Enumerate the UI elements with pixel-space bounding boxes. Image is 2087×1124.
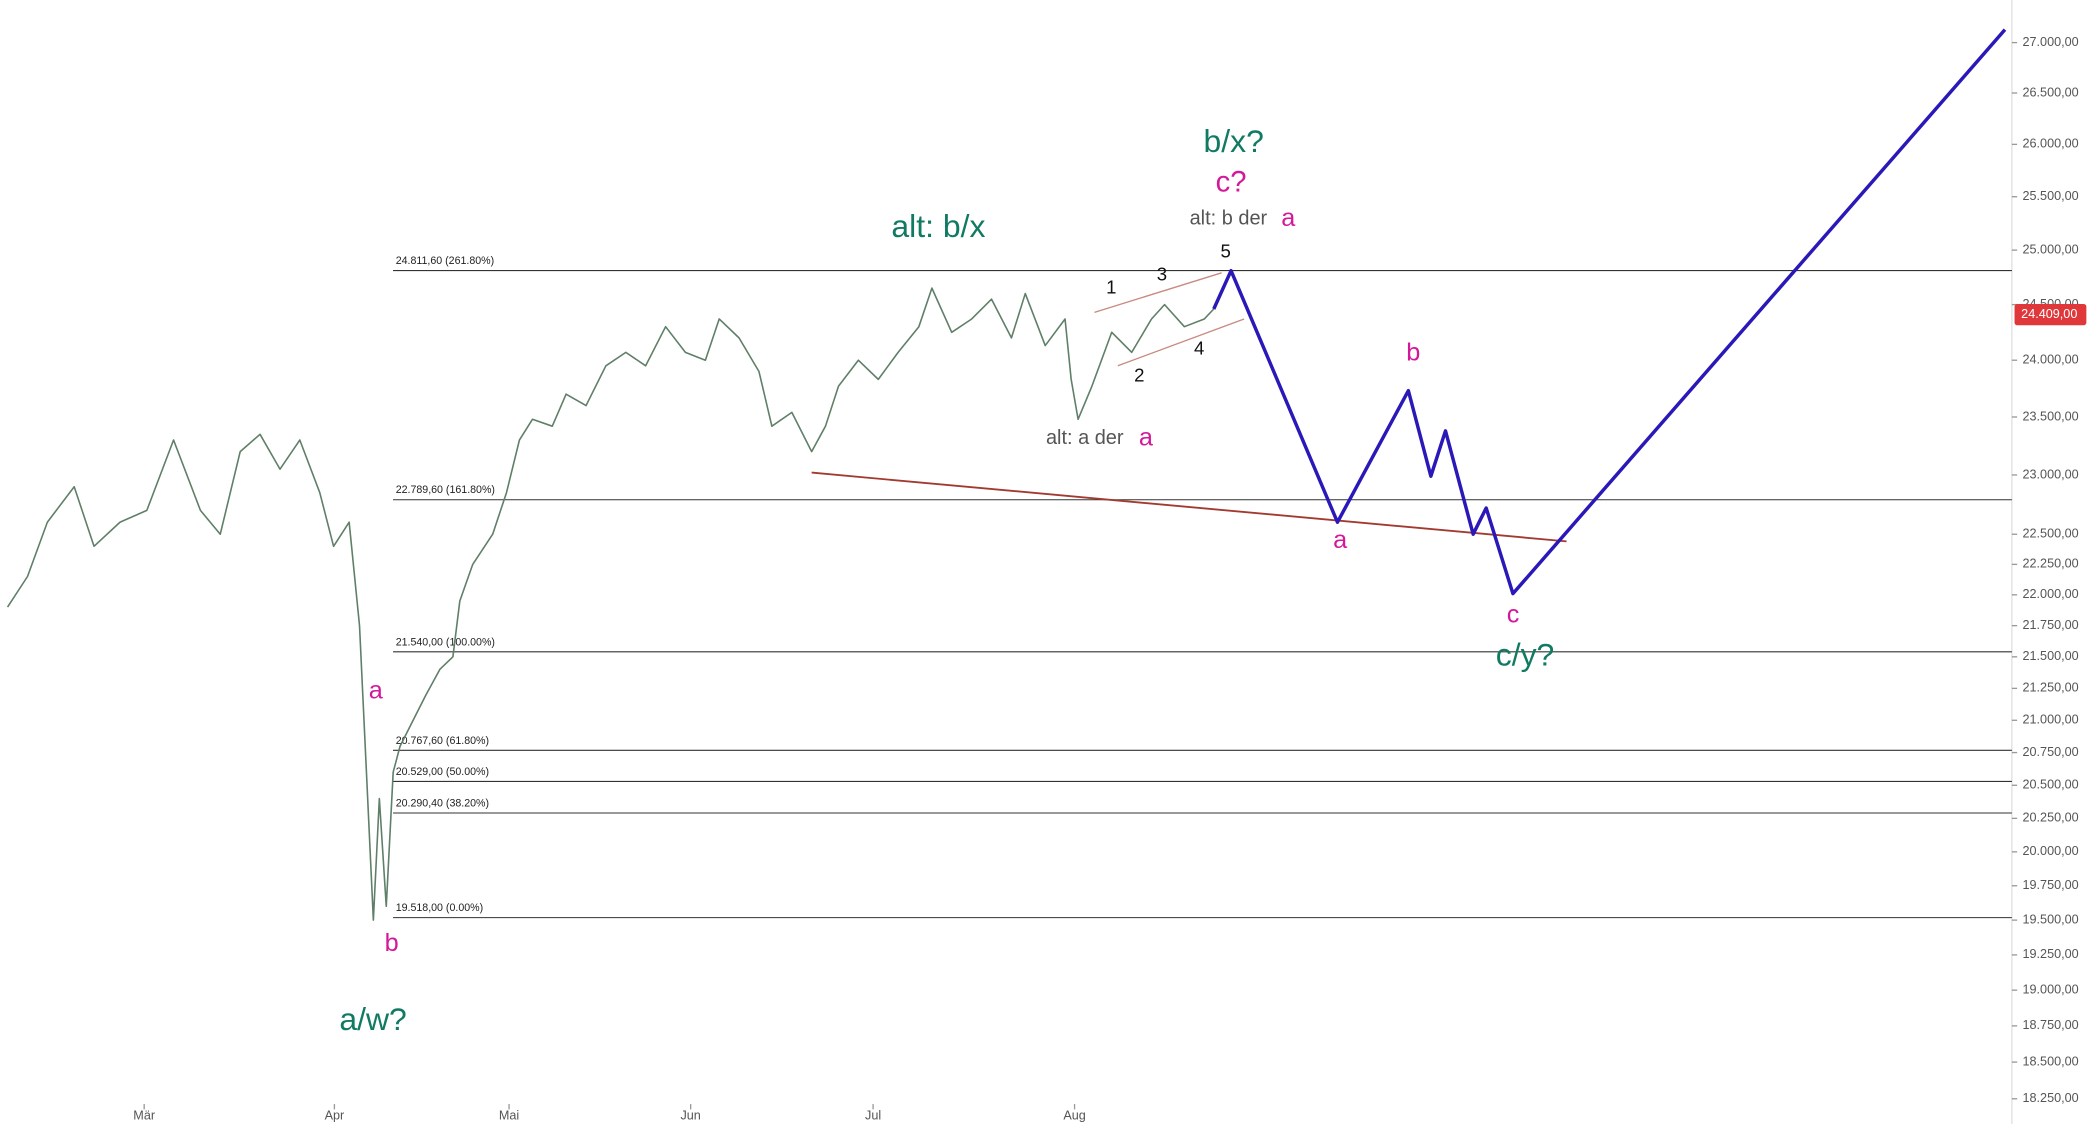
y-tick-label: 22.250,00 xyxy=(2023,557,2079,571)
annotation: c/y? xyxy=(1496,637,1555,673)
y-tick-label: 19.000,00 xyxy=(2023,983,2079,997)
annotation: 4 xyxy=(1194,338,1204,359)
fib-level-label: 22.789,60 (161.80%) xyxy=(396,484,495,496)
trendline xyxy=(1117,318,1245,367)
x-tick-label: Jun xyxy=(680,1108,700,1122)
y-tick-label: 18.500,00 xyxy=(2023,1054,2079,1068)
annotation: a xyxy=(369,676,384,704)
annotation: 1 xyxy=(1106,277,1116,298)
annotation: alt: b der xyxy=(1190,208,1268,230)
projection-line xyxy=(1212,28,2007,596)
annotation: 2 xyxy=(1134,364,1144,385)
y-tick-label: 20.000,00 xyxy=(2023,844,2079,858)
annotation: alt: a der xyxy=(1046,427,1124,449)
annotation: c? xyxy=(1216,166,1247,198)
fib-level-label: 20.529,00 (50.00%) xyxy=(396,766,489,778)
y-tick-label: 26.000,00 xyxy=(2023,137,2079,151)
x-tick-label: Aug xyxy=(1063,1108,1085,1122)
y-tick-label: 23.500,00 xyxy=(2023,409,2079,423)
y-tick-label: 18.750,00 xyxy=(2023,1018,2079,1032)
x-tick-label: Apr xyxy=(325,1108,345,1122)
trendline xyxy=(811,471,1567,543)
y-tick-label: 22.500,00 xyxy=(2023,527,2079,541)
annotation: 5 xyxy=(1221,241,1231,262)
y-tick-label: 21.750,00 xyxy=(2023,618,2079,632)
annotation: alt: b/x xyxy=(891,208,985,244)
y-tick-label: 19.250,00 xyxy=(2023,947,2079,961)
trendline xyxy=(1094,272,1222,313)
y-tick-label: 18.250,00 xyxy=(2023,1091,2079,1105)
y-tick-label: 21.500,00 xyxy=(2023,649,2079,663)
y-tick-label: 19.750,00 xyxy=(2023,878,2079,892)
y-tick-label: 24.000,00 xyxy=(2023,353,2079,367)
fib-level-label: 21.540,00 (100.00%) xyxy=(396,636,495,648)
y-tick-label: 21.250,00 xyxy=(2023,681,2079,695)
y-tick-label: 27.000,00 xyxy=(2023,35,2079,49)
price-line xyxy=(6,287,1215,921)
annotation: a xyxy=(1333,526,1348,554)
y-tick-label: 22.000,00 xyxy=(2023,587,2079,601)
x-tick-label: Jul xyxy=(865,1108,881,1122)
fib-level-label: 20.767,60 (61.80%) xyxy=(396,735,489,747)
last-price-box xyxy=(2014,304,2087,326)
y-tick-label: 19.500,00 xyxy=(2023,912,2079,926)
annotation: b/x? xyxy=(1204,123,1264,159)
y-tick-label: 23.000,00 xyxy=(2023,467,2079,481)
y-tick-label: 20.250,00 xyxy=(2023,811,2079,825)
y-tick-label: 25.500,00 xyxy=(2023,189,2079,203)
annotation: c xyxy=(1507,601,1520,629)
annotation: a xyxy=(1139,424,1154,452)
annotation: b xyxy=(1406,338,1420,366)
y-tick-label: 20.500,00 xyxy=(2023,778,2079,792)
annotation: b xyxy=(385,929,399,957)
y-tick-label: 25.000,00 xyxy=(2023,242,2079,256)
annotation: 3 xyxy=(1157,263,1167,284)
y-tick-label: 21.000,00 xyxy=(2023,713,2079,727)
fib-level-label: 19.518,00 (0.00%) xyxy=(396,902,483,914)
fib-level-label: 24.811,60 (261.80%) xyxy=(396,255,494,267)
y-tick-label: 20.750,00 xyxy=(2023,745,2079,759)
x-tick-label: Mai xyxy=(499,1108,519,1122)
y-tick-label: 26.500,00 xyxy=(2023,85,2079,99)
annotation: a/w? xyxy=(339,1001,406,1037)
fib-level-label: 20.290,40 (38.20%) xyxy=(396,797,489,809)
last-price-label: 24.409,00 xyxy=(2021,307,2077,321)
x-tick-label: Mär xyxy=(133,1108,155,1122)
annotation: a xyxy=(1281,204,1296,232)
